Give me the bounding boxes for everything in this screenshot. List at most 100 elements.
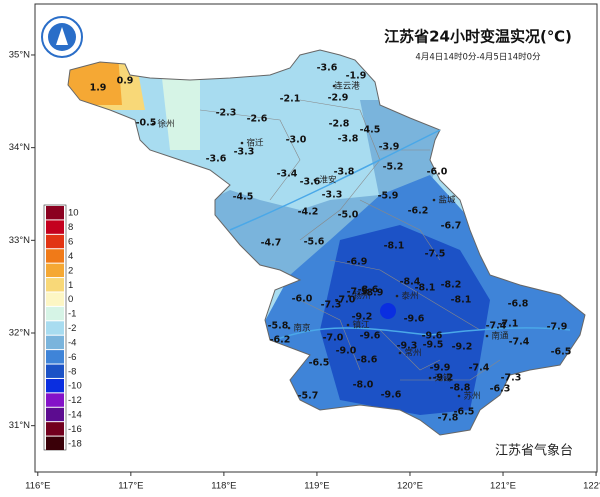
logo <box>41 16 83 58</box>
station-value: -5.6 <box>304 237 325 248</box>
station-value: -6.9 <box>347 257 368 268</box>
station-value: -3.6 <box>300 177 321 188</box>
station-value: -5.8 <box>268 321 289 332</box>
station-value: -5.2 <box>383 162 404 173</box>
legend-label: -1 <box>68 309 76 320</box>
city-dot <box>313 178 317 182</box>
station-value: 0.9 <box>117 76 134 87</box>
legend-swatch <box>46 220 64 234</box>
city-dot <box>347 294 351 298</box>
city-dot <box>432 198 436 202</box>
river <box>274 327 571 341</box>
city-name: 南通 <box>491 331 509 342</box>
city-dot <box>332 84 336 88</box>
station-value: -6.5 <box>309 358 330 369</box>
station-value: -4.5 <box>233 192 254 203</box>
station-value: -0.5 <box>136 118 157 129</box>
station-value: -7.3 <box>321 300 342 311</box>
station-value: -1.9 <box>346 71 367 82</box>
station-value: 1.9 <box>90 83 107 94</box>
station-value: -7.9 <box>547 322 568 333</box>
legend-swatch <box>46 436 64 450</box>
legend-label: 10 <box>68 208 79 219</box>
legend-swatch <box>46 335 64 350</box>
legend-swatch <box>46 234 64 249</box>
city-name: 徐州 <box>157 119 174 130</box>
legend-swatch <box>46 321 64 335</box>
city-name: 镇江 <box>352 320 370 331</box>
city-dot <box>428 376 432 380</box>
station-value: -9.9 <box>430 363 451 374</box>
city-name: 扬州 <box>353 291 370 302</box>
station-value: -8.8 <box>450 383 471 394</box>
river <box>229 129 441 231</box>
station-value: -2.6 <box>247 114 268 125</box>
x-tick-label: 118°E <box>211 481 236 492</box>
legend-swatch <box>46 422 64 436</box>
city-borders <box>199 99 501 381</box>
x-tick-label: 121°E <box>490 481 516 492</box>
station-value: -6.2 <box>408 206 429 217</box>
station-value: -8.0 <box>353 380 374 391</box>
station-value: -3.6 <box>317 63 338 74</box>
station-value: -6.0 <box>427 167 448 178</box>
legend-label: -4 <box>68 337 76 348</box>
station-value: -6.0 <box>292 294 313 305</box>
map-footer: 江苏省气象台 <box>495 443 573 459</box>
station-value: -2.1 <box>280 94 301 105</box>
legend-label: 4 <box>68 251 73 262</box>
station-value: -8.6 <box>358 285 379 296</box>
city-name: 连云港 <box>334 81 360 92</box>
legend-label: 6 <box>68 237 73 248</box>
station-value: -7.4 <box>486 321 507 332</box>
x-tick-label: 122°E <box>583 481 600 492</box>
station-value: -6.7 <box>441 221 462 232</box>
legend-label: -6 <box>68 352 76 363</box>
station-value: -7.5 <box>347 287 368 298</box>
city-name: 宿迁 <box>246 138 264 149</box>
station-value: -5.7 <box>298 391 319 402</box>
station-value: -5.0 <box>338 210 359 221</box>
station-value: -3.8 <box>338 134 359 145</box>
station-value: -6.2 <box>270 335 291 346</box>
station-value: -8.6 <box>357 355 378 366</box>
station-value: -2.9 <box>328 93 349 104</box>
station-value: -8.2 <box>441 280 462 291</box>
station-value: -3.8 <box>334 167 355 178</box>
station-value: -7.8 <box>438 413 459 424</box>
station-value: -7.1 <box>498 319 519 330</box>
station-value: -6.5 <box>551 347 572 358</box>
station-value: -7.5 <box>425 249 446 260</box>
station-value: -9.6 <box>360 331 381 342</box>
station-value: -9.6 <box>381 390 402 401</box>
x-tick-label: 116°E <box>25 481 50 492</box>
station-value: -9.2 <box>433 373 454 384</box>
city-name: 无锡 <box>434 374 452 384</box>
legend-swatch <box>46 364 64 378</box>
station-value: -3.6 <box>206 154 227 165</box>
legend-swatch <box>46 249 64 263</box>
city-dot <box>240 141 244 145</box>
city-dot <box>485 334 489 338</box>
station-value: -3.3 <box>234 147 255 158</box>
station-value: -9.6 <box>422 331 443 342</box>
station-value: -3.3 <box>322 190 343 201</box>
legend-label: 8 <box>68 222 73 233</box>
legend-label: -2 <box>68 323 76 334</box>
station-value: -8.9 <box>363 288 384 299</box>
station-value: -9.3 <box>397 341 418 352</box>
city-name: 泰州 <box>401 291 418 302</box>
legend-swatch <box>46 263 64 278</box>
city-dot <box>346 323 350 327</box>
city-name: 南京 <box>293 323 310 334</box>
station-value: -7.4 <box>469 363 490 374</box>
legend-label: 1 <box>68 280 73 291</box>
legend-swatch <box>46 407 64 422</box>
legend-label: -18 <box>68 438 82 449</box>
legend-label: 2 <box>68 265 73 276</box>
station-value: -9.2 <box>452 342 473 353</box>
station-value: -6.5 <box>454 407 475 418</box>
station-value: -3.4 <box>277 169 298 180</box>
x-tick-label: 119°E <box>304 481 329 492</box>
